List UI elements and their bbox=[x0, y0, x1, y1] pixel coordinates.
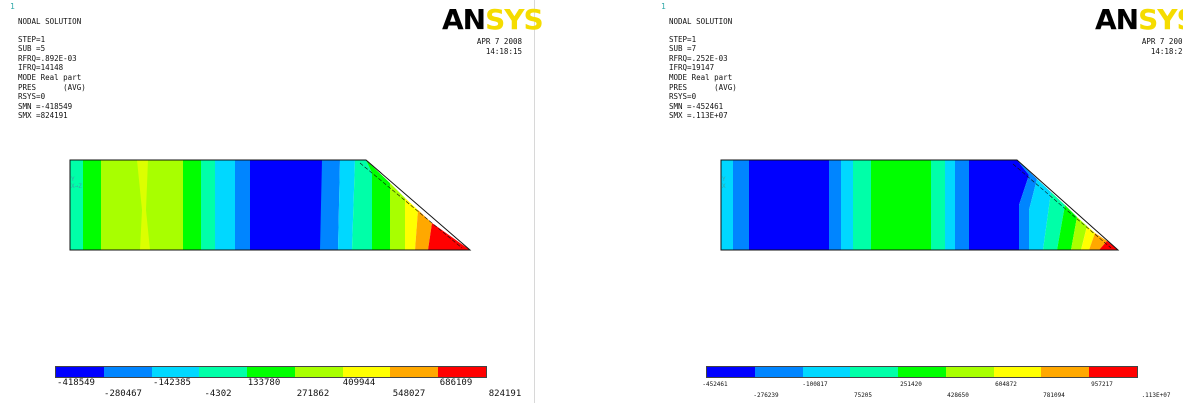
legend-band-4 bbox=[850, 367, 899, 377]
axis-triad: Y X→Z bbox=[71, 176, 82, 190]
legend-tick-label: -142385 bbox=[153, 378, 191, 388]
legend-tick-label: 957217 bbox=[1091, 381, 1113, 388]
legend-tick-label: -452461 bbox=[702, 381, 728, 388]
info-mode: MODE Real part bbox=[18, 72, 82, 82]
legend-tick-label: 133780 bbox=[247, 378, 281, 388]
legend-band-6 bbox=[945, 367, 994, 377]
solution-info: NODAL SOLUTION STEP=1 SUB =5 RFRQ=.892E-03 I… bbox=[18, 17, 86, 121]
legend-tick-label: -276239 bbox=[753, 392, 779, 399]
legend-band-8 bbox=[390, 367, 439, 377]
contour-plot[interactable] bbox=[0, 155, 534, 255]
solution-title: NODAL SOLUTION bbox=[669, 17, 733, 26]
legend-band-9 bbox=[1089, 367, 1138, 377]
info-ifrq: IFRQ=19147 bbox=[669, 63, 715, 73]
solution-info: NODAL SOLUTION STEP=1 SUB =7 RFRQ=.252E-03 I… bbox=[669, 17, 737, 121]
plot-window-left[interactable]: 1 NODAL SOLUTION STEP=1 SUB =5 RFRQ=.892E-0… bbox=[0, 0, 544, 403]
legend-band-6 bbox=[294, 367, 343, 377]
plot-window-right[interactable]: 1 NODAL SOLUTION STEP=1 SUB =7 RFRQ=.252E-0… bbox=[651, 0, 1183, 403]
legend-tick-label: 781094 bbox=[1043, 392, 1065, 399]
contour-legend-bar bbox=[55, 366, 487, 378]
time-label: 14:18:15 bbox=[485, 46, 522, 56]
legend-tick-label: -418549 bbox=[57, 378, 95, 388]
legend-band-5 bbox=[247, 367, 295, 377]
info-smx: SMX =.113E+07 bbox=[669, 111, 728, 121]
info-smn: SMN =-452461 bbox=[669, 101, 724, 111]
legend-band-7 bbox=[342, 367, 391, 377]
info-step: STEP=1 bbox=[18, 34, 46, 44]
legend-band-4 bbox=[199, 367, 248, 377]
legend-tick-label: 271862 bbox=[296, 389, 330, 399]
legend-tick-label: 251420 bbox=[900, 381, 922, 388]
legend-tick-label: 686109 bbox=[439, 378, 473, 388]
info-ifrq: IFRQ=14148 bbox=[18, 63, 64, 73]
contour-plot[interactable] bbox=[651, 155, 1183, 255]
info-rfrq: RFRQ=.892E-03 bbox=[18, 53, 77, 63]
info-smx: SMX =824191 bbox=[18, 111, 68, 121]
legend-band-3 bbox=[802, 367, 851, 377]
legend-band-3 bbox=[151, 367, 200, 377]
solution-title: NODAL SOLUTION bbox=[18, 17, 82, 26]
info-smn: SMN =-418549 bbox=[18, 101, 73, 111]
ansys-logo: ANSYS bbox=[442, 3, 544, 36]
date-label: APR 7 2008 bbox=[1141, 37, 1183, 46]
contour-legend-bar bbox=[706, 366, 1138, 378]
legend-tick-label: 428650 bbox=[947, 392, 969, 399]
legend-band-7 bbox=[993, 367, 1042, 377]
legend-band-8 bbox=[1041, 367, 1090, 377]
info-mode: MODE Real part bbox=[669, 72, 733, 82]
legend-band-5 bbox=[898, 367, 946, 377]
legend-tick-label: 824191 bbox=[488, 389, 522, 399]
window-number: 1 bbox=[661, 2, 666, 11]
info-rfrq: RFRQ=.252E-03 bbox=[669, 53, 728, 63]
legend-band-1 bbox=[707, 367, 755, 377]
legend-band-2 bbox=[103, 367, 152, 377]
info-sub: SUB =5 bbox=[18, 44, 46, 54]
date-label: APR 7 2008 bbox=[476, 37, 522, 46]
legend-tick-label: 548027 bbox=[392, 389, 426, 399]
info-step: STEP=1 bbox=[669, 34, 697, 44]
legend-tick-label: 409944 bbox=[342, 378, 376, 388]
window-number: 1 bbox=[10, 2, 15, 11]
info-pres: PRES (AVG) bbox=[669, 82, 737, 92]
info-rsys: RSYS=0 bbox=[18, 92, 46, 102]
legend-tick-label: 604872 bbox=[995, 381, 1017, 388]
time-label: 14:18:28 bbox=[1150, 46, 1183, 56]
legend-tick-label: -4302 bbox=[204, 389, 232, 399]
legend-band-2 bbox=[754, 367, 803, 377]
legend-band-9 bbox=[438, 367, 487, 377]
info-rsys: RSYS=0 bbox=[669, 92, 697, 102]
legend-tick-label: .113E+07 bbox=[1141, 392, 1171, 399]
timestamp: APR 7 2008 14:18:15 bbox=[477, 37, 522, 56]
legend-band-1 bbox=[56, 367, 104, 377]
info-sub: SUB =7 bbox=[669, 44, 697, 54]
legend-tick-label: 75205 bbox=[853, 392, 873, 399]
ansys-logo: ANSYS bbox=[1095, 3, 1183, 36]
legend-tick-label: -100817 bbox=[802, 381, 828, 388]
info-pres: PRES (AVG) bbox=[18, 82, 86, 92]
legend-tick-label: -280467 bbox=[104, 389, 142, 399]
